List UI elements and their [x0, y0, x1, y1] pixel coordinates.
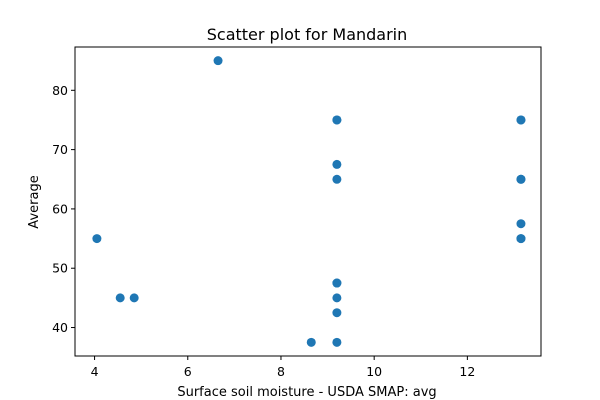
data-point — [516, 174, 526, 184]
data-point — [332, 278, 342, 288]
chart-title: Scatter plot for Mandarin — [207, 25, 408, 44]
data-point — [332, 174, 342, 184]
data-point — [332, 159, 342, 169]
x-tick-label: 4 — [91, 364, 99, 379]
data-point — [213, 56, 223, 66]
data-point — [516, 219, 526, 229]
x-axis-label: Surface soil moisture - USDA SMAP: avg — [177, 385, 436, 400]
data-points — [92, 56, 526, 347]
y-tick-label: 70 — [52, 142, 68, 157]
data-point — [516, 115, 526, 125]
data-point — [332, 115, 342, 125]
x-tick-label: 12 — [459, 364, 475, 379]
y-tick-label: 60 — [52, 201, 68, 216]
x-tick-label: 10 — [366, 364, 382, 379]
x-axis-ticks: 4 6 8 10 12 — [91, 356, 475, 379]
data-point — [92, 234, 102, 244]
data-point — [332, 308, 342, 318]
y-tick-label: 80 — [52, 83, 68, 98]
data-point — [332, 293, 342, 303]
data-point — [516, 234, 526, 244]
plot-frame — [74, 46, 542, 357]
y-axis-label: Average — [27, 175, 42, 228]
data-point — [332, 337, 342, 347]
x-tick-label: 8 — [277, 364, 285, 379]
data-point — [115, 293, 125, 303]
data-point — [306, 337, 316, 347]
x-tick-label: 6 — [184, 364, 192, 379]
y-axis-ticks: 40 50 60 70 80 — [52, 83, 75, 335]
y-tick-label: 50 — [52, 261, 68, 276]
data-point — [129, 293, 139, 303]
y-tick-label: 40 — [52, 320, 68, 335]
